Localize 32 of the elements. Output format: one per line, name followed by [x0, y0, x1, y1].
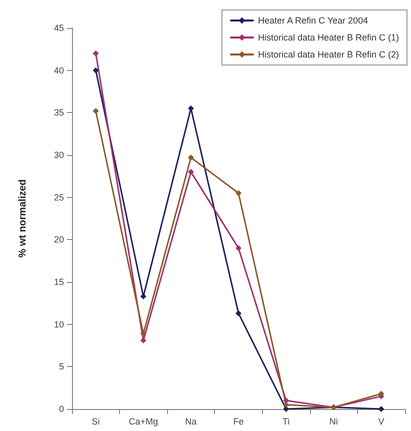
point	[236, 245, 242, 252]
point	[378, 406, 384, 412]
y-tick-label: 35	[54, 108, 64, 118]
x-tick-label: Na	[185, 416, 197, 426]
x-tick-label: Ni	[329, 416, 338, 426]
x-tick-label: Ca+Mg	[128, 416, 158, 426]
point	[92, 108, 99, 114]
point	[92, 67, 99, 74]
y-tick-label: 45	[54, 23, 64, 33]
point	[188, 168, 194, 175]
point	[236, 190, 242, 196]
point	[378, 390, 384, 397]
point	[188, 154, 194, 161]
y-tick-label: 40	[54, 65, 64, 76]
y-axis-title: % wt normalized	[18, 179, 28, 258]
y-tick-label: 30	[54, 150, 64, 160]
point	[236, 310, 242, 316]
point	[283, 402, 290, 408]
y-tick-label: 0	[58, 404, 64, 414]
y-tick-label: 5	[58, 362, 64, 372]
y-tick-label: 10	[54, 319, 64, 330]
legend-label: Heater A Refin C Year 2004	[258, 16, 368, 26]
x-tick-label: Fe	[233, 416, 244, 426]
x-tick-label: Ti	[282, 416, 290, 426]
y-tick-label: 20	[54, 234, 64, 245]
legend-label: Historical data Heater B Refin C (2)	[258, 50, 400, 60]
point	[92, 50, 99, 56]
x-tick-label: V	[378, 416, 384, 426]
x-tick-label: Si	[92, 416, 100, 426]
legend-label: Historical data Heater B Refin C (1)	[258, 32, 400, 42]
y-tick-label: 15	[54, 277, 64, 287]
y-tick-label: 25	[54, 192, 64, 202]
